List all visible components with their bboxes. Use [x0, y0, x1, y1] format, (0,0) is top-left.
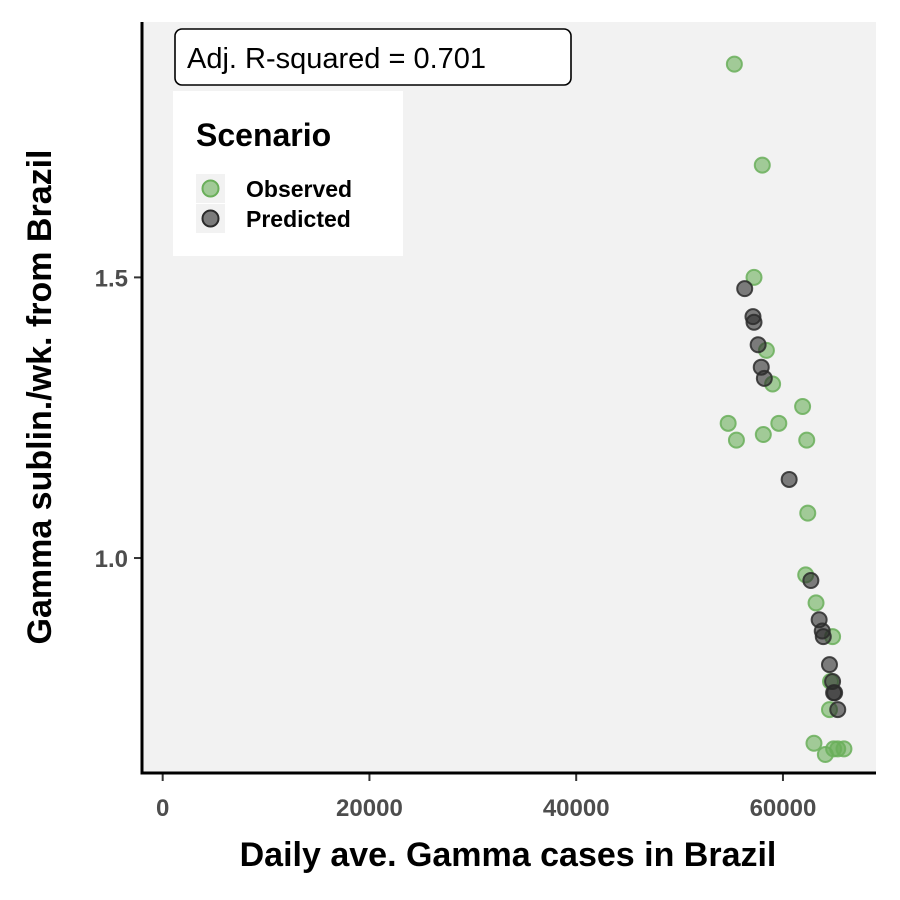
annotation-box: Adj. R-squared = 0.701	[174, 28, 572, 86]
predicted-point	[829, 701, 847, 719]
legend-title: Scenario	[196, 117, 331, 153]
observed-point	[719, 414, 737, 432]
x-tick-label: 40000	[543, 795, 610, 822]
predicted-point	[745, 313, 763, 331]
y-axis-ticks: 1.0 1.5	[95, 265, 142, 573]
x-tick-label: 20000	[336, 795, 403, 822]
y-tick-label: 1.0	[95, 546, 128, 573]
predicted-point	[755, 369, 773, 387]
legend-label-predicted: Predicted	[246, 206, 351, 232]
predicted-point	[780, 470, 798, 488]
observed-point	[727, 431, 745, 449]
observed-point	[835, 740, 853, 758]
observed-point	[754, 426, 772, 444]
legend-key-predicted	[201, 209, 220, 228]
observed-point	[794, 397, 812, 415]
y-tick-label: 1.5	[95, 265, 128, 292]
x-tick-label: 0	[156, 795, 169, 822]
predicted-point	[736, 280, 754, 298]
observed-point	[805, 734, 823, 752]
x-axis-ticks: 0 20000 40000 60000	[156, 773, 816, 822]
observed-point	[770, 414, 788, 432]
y-axis-title: Gamma sublin./wk. from Brazil	[21, 149, 59, 644]
predicted-point	[749, 336, 767, 354]
predicted-point	[826, 684, 844, 702]
predicted-point	[814, 628, 832, 646]
predicted-point	[820, 656, 838, 674]
x-axis-title: Daily ave. Gamma cases in Brazil	[240, 836, 777, 874]
observed-point	[807, 594, 825, 612]
legend-key-observed	[201, 179, 220, 198]
legend-label-observed: Observed	[246, 176, 352, 202]
observed-point	[725, 55, 743, 73]
data-points	[719, 55, 853, 763]
legend: Scenario Observed Predicted	[173, 91, 403, 256]
x-tick-label: 60000	[750, 795, 817, 822]
observed-point	[753, 156, 771, 174]
observed-point	[798, 431, 816, 449]
annotation-text: Adj. R-squared = 0.701	[187, 43, 486, 75]
predicted-point	[802, 571, 820, 589]
observed-point	[799, 504, 817, 522]
observed-point	[745, 268, 763, 286]
annotation-frame	[174, 28, 572, 86]
